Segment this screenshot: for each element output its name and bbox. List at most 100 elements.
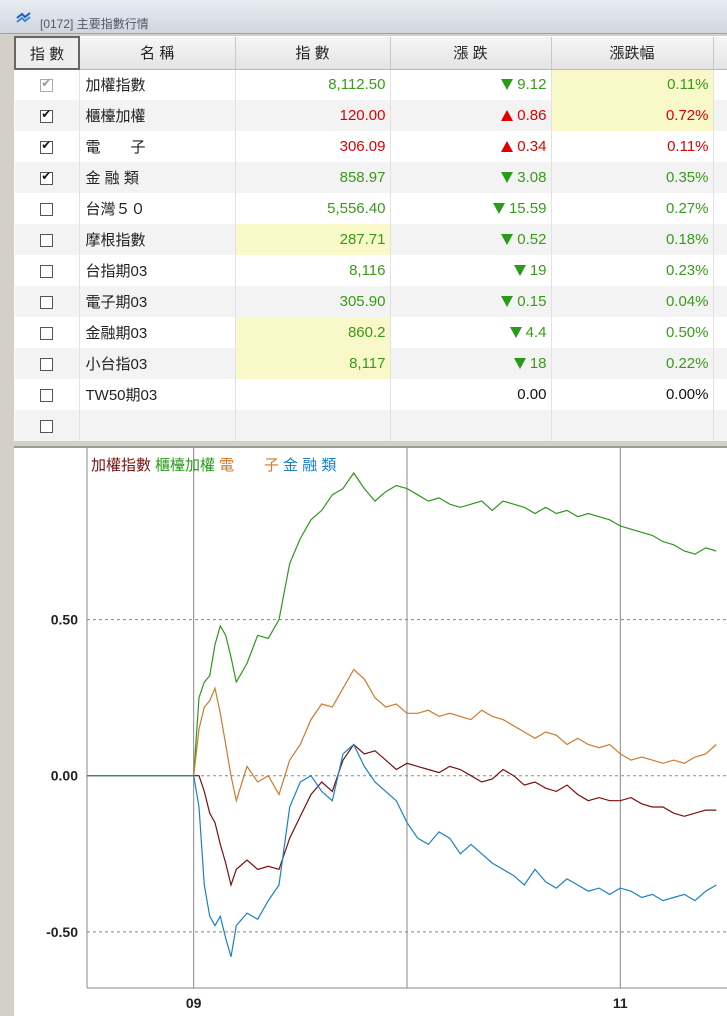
index-name: 台灣５０	[79, 193, 236, 224]
table-row[interactable]: ✔ 電 子 306.09 0.34 0.11%	[15, 131, 727, 162]
down-triangle-icon	[501, 172, 514, 183]
spare-cell	[713, 131, 727, 162]
table-row[interactable]: ✔ 櫃檯加權 120.00 0.86 0.72%	[15, 100, 727, 131]
down-triangle-icon	[509, 327, 522, 338]
index-change-pct: 0.23%	[551, 255, 714, 286]
row-select-checkbox-cell[interactable]	[15, 255, 80, 286]
spare-cell	[713, 162, 727, 193]
y-tick-label: -0.50	[46, 924, 78, 940]
col-header-select[interactable]: 指 數	[14, 36, 80, 70]
spare-cell	[713, 410, 727, 441]
table-row[interactable]: 台指期03 8,116 19 0.23%	[15, 255, 727, 286]
index-change-cell: 18	[390, 348, 552, 379]
spare-cell	[713, 317, 727, 348]
table-row[interactable]: TW50期03 0.00 0.00%	[15, 379, 727, 410]
index-change-cell: 0.15	[390, 286, 552, 317]
index-change-cell	[390, 410, 552, 441]
row-checkbox[interactable]: ✔	[40, 76, 54, 93]
table-row[interactable]: ✔ 加權指數 8,112.50 9.12 0.11%	[15, 69, 727, 100]
row-checkbox[interactable]	[40, 233, 54, 247]
table-row[interactable]: ✔ 金 融 類 858.97 3.08 0.35%	[15, 162, 727, 193]
index-value: 8,117	[235, 348, 391, 379]
row-select-checkbox-cell[interactable]	[15, 348, 80, 379]
row-select-checkbox-cell[interactable]	[15, 410, 80, 441]
row-select-checkbox-cell[interactable]: ✔	[15, 69, 80, 100]
index-value: 5,556.40	[235, 193, 391, 224]
spare-cell	[713, 286, 727, 317]
row-select-checkbox-cell[interactable]: ✔	[15, 131, 80, 162]
index-change-cell: 0.34	[390, 131, 552, 162]
series-line	[87, 743, 717, 957]
index-name: 加權指數	[79, 69, 236, 100]
row-select-checkbox-cell[interactable]	[15, 286, 80, 317]
checkmark-icon: ✔	[41, 106, 52, 121]
legend-item: 電 子	[219, 457, 280, 474]
index-change: 3.08	[517, 169, 547, 186]
col-header-name[interactable]: 名 稱	[79, 37, 236, 70]
index-change-pct: 0.18%	[551, 224, 714, 255]
spare-cell	[713, 255, 727, 286]
down-triangle-icon	[513, 358, 526, 369]
table-row[interactable]: 電子期03 305.90 0.15 0.04%	[15, 286, 727, 317]
index-change-pct: 0.11%	[551, 131, 714, 162]
row-checkbox[interactable]	[40, 326, 54, 340]
intraday-line-chart: 0.50 0.00 -0.50 09 11	[46, 448, 727, 1011]
table-row[interactable]: 金融期03 860.2 4.4 0.50%	[15, 317, 727, 348]
table-row[interactable]: 台灣５０ 5,556.40 15.59 0.27%	[15, 193, 727, 224]
spare-cell	[713, 348, 727, 379]
row-select-checkbox-cell[interactable]	[15, 379, 80, 410]
row-checkbox[interactable]	[40, 419, 54, 433]
index-change-cell: 9.12	[390, 69, 552, 100]
down-triangle-icon	[501, 296, 514, 307]
table-row[interactable]: 摩根指數 287.71 0.52 0.18%	[15, 224, 727, 255]
col-header-change[interactable]: 漲 跌	[390, 37, 552, 70]
spare-cell	[713, 224, 727, 255]
window-titlebar: [0172] 主要指數行情	[0, 0, 727, 34]
index-name: 金 融 類	[79, 162, 236, 193]
row-checkbox[interactable]	[40, 264, 54, 278]
spare-cell	[713, 69, 727, 100]
index-change: 18	[529, 355, 547, 372]
index-change-pct	[551, 410, 714, 441]
index-name: 櫃檯加權	[79, 100, 236, 131]
index-change: 15.59	[508, 200, 547, 217]
row-checkbox[interactable]	[40, 357, 54, 371]
index-value: 860.2	[235, 317, 391, 348]
index-change: 19	[529, 262, 547, 279]
col-header-index[interactable]: 指 數	[235, 37, 391, 70]
checkmark-icon: ✔	[41, 137, 52, 152]
row-select-checkbox-cell[interactable]	[15, 317, 80, 348]
index-change-cell: 0.00	[390, 379, 552, 410]
index-change-pct: 0.22%	[551, 348, 714, 379]
index-change-cell: 0.86	[390, 100, 552, 131]
window-title: [0172] 主要指數行情	[40, 17, 149, 31]
y-tick-label: 0.50	[51, 612, 78, 628]
index-change-pct: 0.72%	[551, 100, 714, 131]
down-triangle-icon	[501, 79, 514, 91]
row-select-checkbox-cell[interactable]: ✔	[15, 162, 80, 193]
row-select-checkbox-cell[interactable]	[15, 193, 80, 224]
col-header-change-pct[interactable]: 漲跌幅	[551, 37, 714, 70]
row-checkbox[interactable]	[40, 388, 54, 402]
row-checkbox[interactable]: ✔	[40, 106, 54, 123]
x-tick-label: 11	[613, 995, 628, 1011]
checkmark-icon: ✔	[41, 168, 52, 183]
row-checkbox[interactable]: ✔	[40, 168, 54, 185]
row-checkbox[interactable]: ✔	[40, 137, 54, 154]
row-checkbox[interactable]	[40, 295, 54, 309]
index-change: 0.52	[517, 231, 547, 248]
table-row[interactable]	[15, 410, 727, 441]
legend-item: 金 融 類	[283, 457, 337, 474]
index-change-cell: 3.08	[390, 162, 552, 193]
spare-cell	[713, 193, 727, 224]
table-row[interactable]: 小台指03 8,117 18 0.22%	[15, 348, 727, 379]
index-change: 4.4	[525, 324, 547, 341]
index-change: 0.00	[517, 386, 547, 403]
index-change: 0.34	[517, 138, 547, 155]
row-checkbox[interactable]	[40, 202, 54, 216]
row-select-checkbox-cell[interactable]	[15, 224, 80, 255]
row-select-checkbox-cell[interactable]: ✔	[15, 100, 80, 131]
index-value: 305.90	[235, 286, 391, 317]
index-name: 小台指03	[79, 348, 236, 379]
index-name: 金融期03	[79, 317, 236, 348]
